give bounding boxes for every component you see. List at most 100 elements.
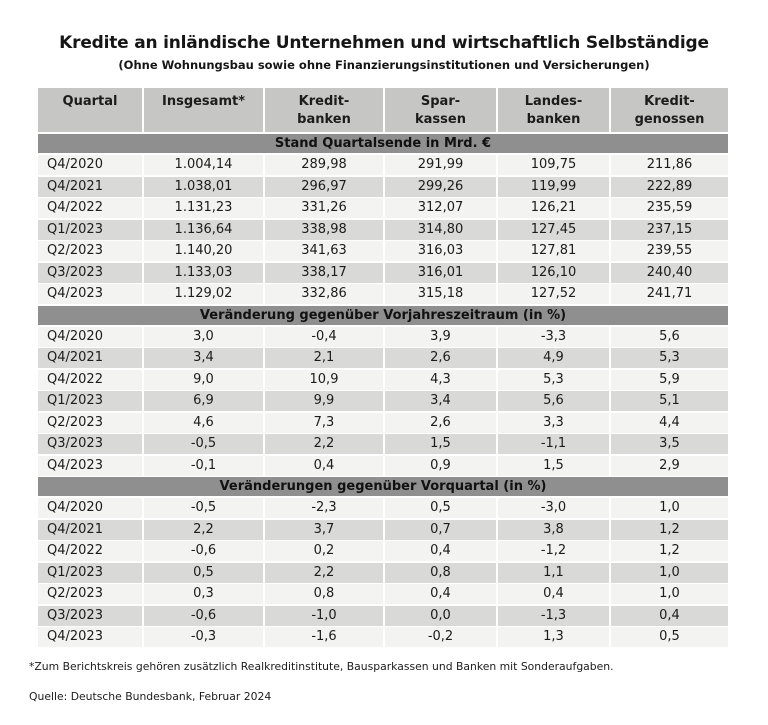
value-cell: 1,5 [385,434,496,454]
page-subtitle: (Ohne Wohnungsbau sowie ohne Finanzierun… [118,58,650,72]
value-cell: 332,86 [265,284,383,304]
value-cell: 1,0 [611,562,728,583]
value-cell: 2,2 [144,519,263,540]
value-cell: 289,98 [265,155,383,175]
value-cell: 0,8 [385,562,496,583]
value-cell: 127,81 [498,241,609,261]
section-header: Stand Quartalsende in Mrd. € [38,134,728,153]
table-row: Q1/2023 6,9 9,9 3,4 5,6 5,1 [38,391,728,411]
value-cell: 316,01 [385,262,496,283]
value-cell: 316,03 [385,241,496,261]
value-cell: 127,45 [498,219,609,240]
value-cell: 127,52 [498,284,609,304]
value-cell: 3,3 [498,412,609,433]
value-cell: 0,3 [144,584,263,604]
value-cell: 1.140,20 [144,241,263,261]
value-cell: 3,0 [144,326,263,347]
value-cell: -3,3 [498,326,609,347]
column-header-insgesamt: Insgesamt* [144,88,263,132]
value-cell: 4,4 [611,412,728,433]
value-cell: -1,6 [265,627,383,647]
value-cell: 5,3 [498,369,609,390]
value-cell: 2,2 [265,562,383,583]
value-cell: 3,8 [498,519,609,540]
value-cell: -0,6 [144,605,263,626]
table-row: Q4/2023 -0,1 0,4 0,9 1,5 2,9 [38,455,728,476]
value-cell: 241,71 [611,284,728,304]
value-cell: 296,97 [265,176,383,197]
table-row: Q2/2023 4,6 7,3 2,6 3,3 4,4 [38,412,728,433]
value-cell: -0,5 [144,434,263,454]
value-cell: 2,1 [265,348,383,368]
value-cell: 4,3 [385,369,496,390]
value-cell: 338,17 [265,262,383,283]
value-cell: 1.129,02 [144,284,263,304]
table-row: Q1/2023 0,5 2,2 0,8 1,1 1,0 [38,562,728,583]
value-cell: 1.038,01 [144,176,263,197]
value-cell: 0,9 [385,455,496,476]
value-cell: 1,1 [498,562,609,583]
quartal-cell: Q4/2020 [38,498,142,518]
value-cell: 0,4 [611,605,728,626]
quartal-cell: Q2/2023 [38,584,142,604]
value-cell: 341,63 [265,241,383,261]
value-cell: 1,0 [611,584,728,604]
table-row: Q3/2023 -0,6 -1,0 0,0 -1,3 0,4 [38,605,728,626]
value-cell: 239,55 [611,241,728,261]
value-cell: 0,4 [385,584,496,604]
value-cell: 2,9 [611,455,728,476]
value-cell: -1,3 [498,605,609,626]
section-header: Veränderungen gegenüber Vorquartal (in %… [38,477,728,496]
value-cell: -0,3 [144,627,263,647]
quartal-cell: Q3/2023 [38,605,142,626]
quartal-cell: Q4/2021 [38,176,142,197]
value-cell: 222,89 [611,176,728,197]
value-cell: 126,10 [498,262,609,283]
value-cell: 331,26 [265,198,383,218]
column-header-line: Kredit- [644,94,695,109]
column-header-line: banken [526,112,581,127]
quartal-cell: Q2/2023 [38,241,142,261]
value-cell: 4,6 [144,412,263,433]
value-cell: -0,6 [144,541,263,561]
value-cell: 5,9 [611,369,728,390]
table-row: Q3/2023 1.133,03 338,17 316,01 126,10 240,40 [38,262,728,283]
value-cell: 315,18 [385,284,496,304]
value-cell: 3,5 [611,434,728,454]
column-header-line: Landes- [524,94,583,109]
value-cell: 240,40 [611,262,728,283]
value-cell: 338,98 [265,219,383,240]
footnote: *Zum Berichtskreis gehören zusätzlich Re… [29,660,614,673]
value-cell: 5,6 [611,326,728,347]
column-header-line: kassen [415,112,466,127]
table-row: Q4/2021 2,2 3,7 0,7 3,8 1,2 [38,519,728,540]
quartal-cell: Q1/2023 [38,562,142,583]
value-cell: -1,1 [498,434,609,454]
table-row: Q1/2023 1.136,64 338,98 314,80 127,45 237,15 [38,219,728,240]
value-cell: 109,75 [498,155,609,175]
value-cell: 0,4 [498,584,609,604]
value-cell: 2,2 [265,434,383,454]
quartal-cell: Q4/2021 [38,348,142,368]
quartal-cell: Q2/2023 [38,412,142,433]
table-row: Q4/2021 1.038,01 296,97 299,26 119,99 222,89 [38,176,728,197]
value-cell: 0,8 [265,584,383,604]
value-cell: 312,07 [385,198,496,218]
value-cell: 3,9 [385,326,496,347]
value-cell: 2,6 [385,412,496,433]
table-row: Q4/2020 -0,5 -2,3 0,5 -3,0 1,0 [38,498,728,518]
value-cell: 0,0 [385,605,496,626]
value-cell: 0,2 [265,541,383,561]
quartal-cell: Q1/2023 [38,219,142,240]
value-cell: 0,5 [385,498,496,518]
table-row: Q4/2022 -0,6 0,2 0,4 -1,2 1,2 [38,541,728,561]
column-header-line: Insgesamt* [161,94,246,109]
column-header-line: Spar- [420,94,461,109]
quartal-cell: Q4/2023 [38,455,142,476]
value-cell: 0,7 [385,519,496,540]
quartal-cell: Q4/2021 [38,519,142,540]
value-cell: 299,26 [385,176,496,197]
value-cell: 237,15 [611,219,728,240]
table-row: Q4/2022 1.131,23 331,26 312,07 126,21 235,59 [38,198,728,218]
